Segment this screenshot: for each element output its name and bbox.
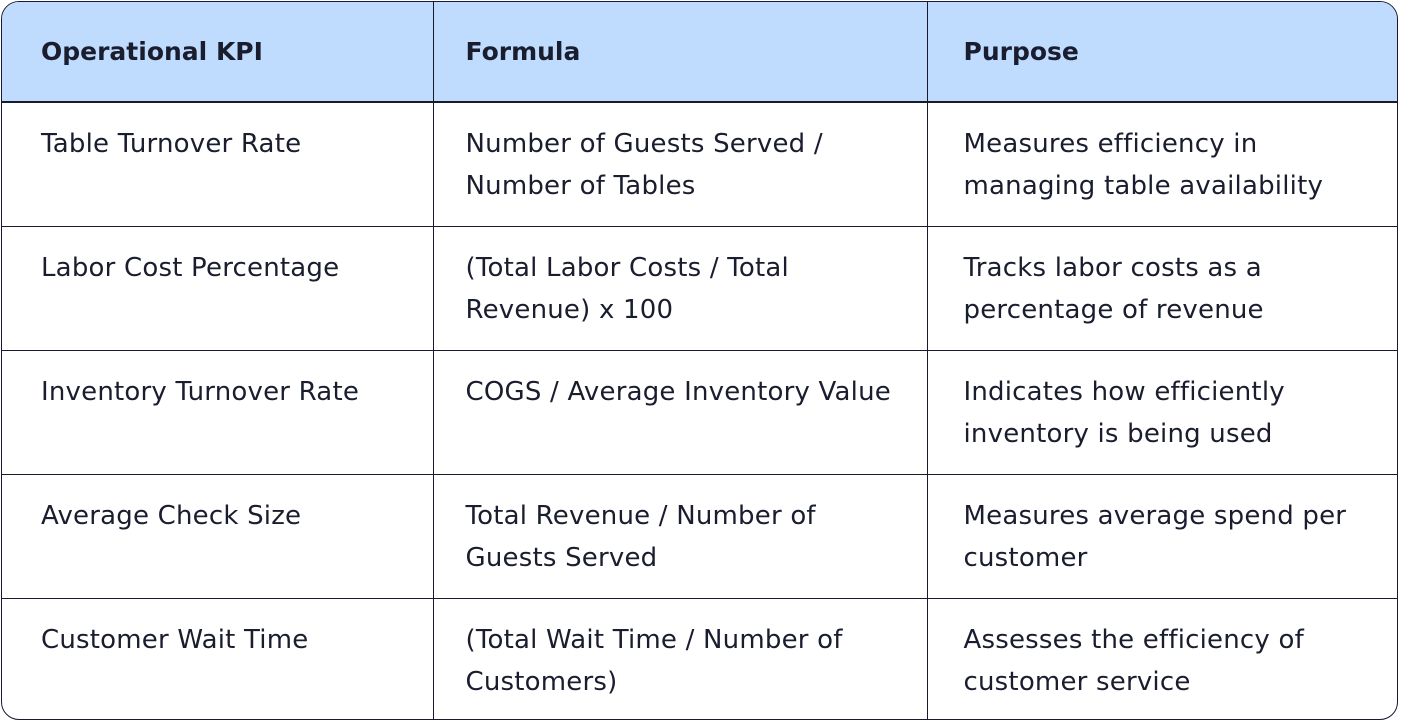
header-purpose: Purpose [926, 2, 1397, 103]
table-header-row: Operational KPI Formula Purpose [2, 2, 1397, 103]
kpi-cell: Labor Cost Percentage [2, 225, 433, 350]
header-operational-kpi: Operational KPI [2, 2, 433, 103]
table-row: Labor Cost Percentage (Total Labor Costs… [2, 225, 1397, 350]
formula-cell: COGS / Average Inventory Value [432, 349, 927, 474]
formula-cell: (Total Wait Time / Number of Customers) [432, 597, 927, 719]
table-row: Average Check Size Total Revenue / Numbe… [2, 473, 1397, 598]
formula-cell: (Total Labor Costs / Total Revenue) x 10… [432, 225, 927, 350]
kpi-cell: Table Turnover Rate [41, 129, 302, 159]
purpose-cell: Indicates how efficiently inventory is b… [926, 349, 1397, 474]
header-formula: Formula [432, 2, 927, 103]
table-row: Customer Wait Time (Total Wait Time / Nu… [2, 597, 1397, 719]
purpose-cell: Assesses the efficiency of customer serv… [926, 597, 1397, 719]
purpose-cell: Measures efficiency in managing table av… [926, 102, 1397, 226]
purpose-cell: Tracks labor costs as a percentage of re… [926, 225, 1397, 350]
kpi-cell: Average Check Size [2, 473, 433, 598]
kpi-cell: Customer Wait Time [2, 597, 433, 719]
table-row: Inventory Turnover Rate COGS / Average I… [2, 349, 1397, 474]
purpose-cell: Measures average spend per customer [926, 473, 1397, 598]
table-row: Table Turnover Rate Number of Guests Ser… [2, 102, 1397, 226]
formula-cell: Total Revenue / Number of Guests Served [432, 473, 927, 598]
kpi-cell: Inventory Turnover Rate [2, 349, 433, 474]
formula-cell: Number of Guests Served / Number of Tabl… [432, 102, 927, 226]
